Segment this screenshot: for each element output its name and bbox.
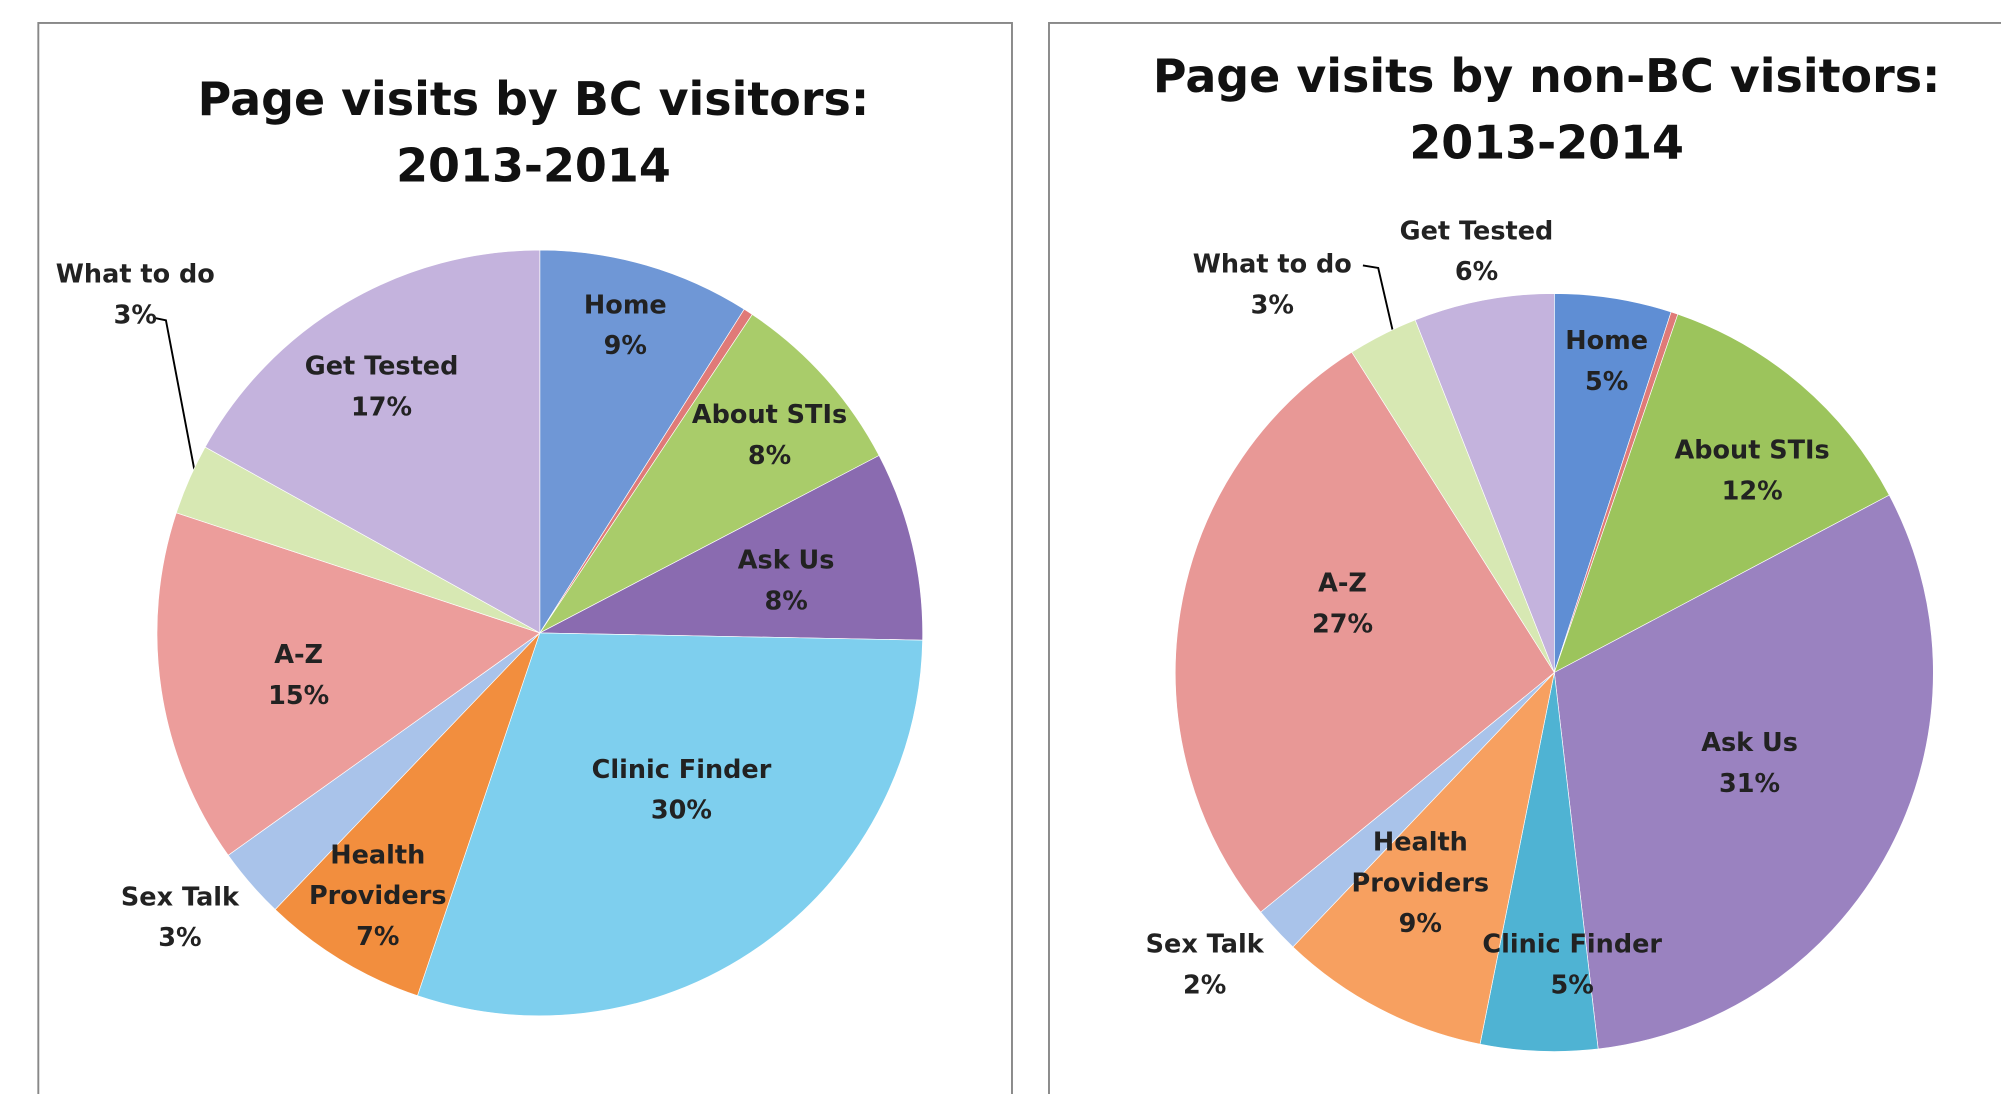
slice-value-label: 12% <box>1722 477 1783 507</box>
slice-value-label: 9% <box>1399 909 1442 939</box>
slice-value-label: 3% <box>158 923 201 953</box>
slice-value-label: 3% <box>1251 290 1294 320</box>
pie-slice <box>1175 351 1555 913</box>
pie-slice <box>539 249 745 635</box>
pie-slice <box>1292 671 1555 1045</box>
slice-value-label: 27% <box>1312 609 1373 639</box>
slice-label: Home <box>584 290 667 320</box>
slice-label: About STIs <box>692 400 847 430</box>
slice-value-label: 15% <box>268 681 329 711</box>
slice-label: A-Z <box>274 640 323 670</box>
pie-slice <box>274 632 541 997</box>
pie-slice <box>1414 293 1555 673</box>
chart-title: Page visits by non-BC visitors: 2013-2014 <box>1153 49 1941 169</box>
slice-label: Get Tested <box>305 352 459 382</box>
pie-slice <box>1553 494 1934 1050</box>
slice-label: About STIs <box>1674 436 1829 466</box>
slice-label: Ask Us <box>738 545 835 575</box>
chart-frame <box>1048 22 2001 1094</box>
pie-slice <box>539 455 923 641</box>
slice-label: Sex Talk <box>121 882 240 912</box>
slice-value-label: 5% <box>1551 970 1594 1000</box>
leader-line <box>152 316 197 475</box>
slice-value-label: 30% <box>651 796 712 826</box>
slice-value-label: 8% <box>764 586 807 616</box>
slice-label: What to do <box>56 260 215 290</box>
slice-value-label: 3% <box>114 300 157 330</box>
slice-value-label: 2% <box>1183 970 1226 1000</box>
slice-label: Clinic Finder <box>1482 930 1662 960</box>
pie-slice <box>1553 313 1890 674</box>
chart-title: Page visits by BC visitors: 2013-2014 <box>198 72 870 192</box>
slice-label: Health Providers <box>1352 828 1490 899</box>
slice-label: Clinic Finder <box>592 755 772 785</box>
pie-slice <box>156 512 541 856</box>
slice-label: What to do <box>1193 249 1352 279</box>
chart-frame <box>37 22 1013 1094</box>
pie-slice <box>539 314 880 634</box>
leader-line <box>1362 264 1395 335</box>
slice-label: Health Providers <box>309 840 447 911</box>
pie-slice <box>204 249 541 634</box>
slice-label: Home <box>1565 326 1648 356</box>
slice-label: Sex Talk <box>1146 930 1265 960</box>
slice-value-label: 7% <box>356 922 399 952</box>
slice-label: Ask Us <box>1701 728 1798 758</box>
pie-slice <box>417 632 923 1017</box>
slice-label: Get Tested <box>1400 216 1554 246</box>
slice-value-label: 17% <box>351 392 412 422</box>
slice-value-label: 5% <box>1585 367 1628 397</box>
slice-value-label: 9% <box>604 331 647 361</box>
slice-value-label: 8% <box>748 441 791 471</box>
slice-value-label: 6% <box>1455 257 1498 287</box>
slice-label: A-Z <box>1318 568 1367 598</box>
slice-value-label: 31% <box>1719 769 1780 799</box>
